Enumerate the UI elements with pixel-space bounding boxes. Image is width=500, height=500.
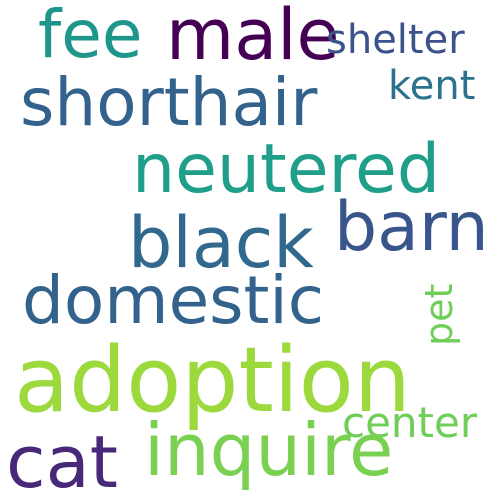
word-shorthair: shorthair xyxy=(20,64,318,141)
word-cat: cat xyxy=(6,420,118,500)
word-male: male xyxy=(166,0,340,76)
word-barn: barn xyxy=(334,188,489,267)
word-pet: pet xyxy=(417,283,461,346)
word-shelter: shelter xyxy=(326,17,465,63)
word-inquire: inquire xyxy=(144,408,394,492)
word-black: black xyxy=(128,202,314,284)
word-domestic: domestic xyxy=(22,262,325,339)
word-kent: kent xyxy=(388,63,476,109)
word-center: center xyxy=(342,398,478,447)
word-neutered: neutered xyxy=(132,130,440,209)
word-fee: fee xyxy=(38,0,143,73)
word-adoption: adoption xyxy=(14,328,411,433)
